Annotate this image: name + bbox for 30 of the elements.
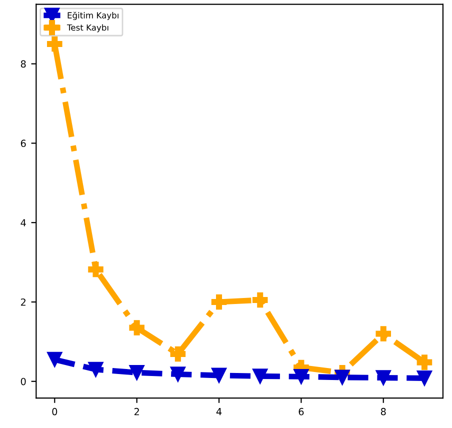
y-tick-label: 4 (20, 219, 26, 226)
point (416, 370, 432, 386)
point (211, 368, 227, 384)
point (211, 294, 227, 310)
point (334, 370, 350, 386)
point (129, 320, 144, 336)
point (376, 370, 392, 386)
x-tick-label: 2 (134, 408, 139, 416)
y-tick-label: 6 (20, 140, 26, 148)
y-tick-label: 0 (20, 378, 26, 386)
point (376, 326, 392, 342)
point (294, 368, 309, 384)
x-tick-label: 0 (52, 408, 58, 416)
legend-label: Eğitim Kaybı (68, 12, 118, 20)
x-tick-label: 6 (298, 408, 304, 416)
legend-label: Test Kaybı (66, 24, 108, 32)
point (88, 362, 104, 378)
point (170, 366, 186, 382)
point (252, 292, 268, 308)
point (88, 262, 104, 278)
point (252, 368, 268, 384)
point (47, 36, 62, 52)
point (416, 354, 432, 370)
y-tick-label: 2 (20, 298, 26, 306)
point (47, 352, 62, 368)
y-tick-label: 8 (20, 60, 26, 68)
x-tick-label: 8 (380, 408, 386, 416)
point (129, 364, 144, 380)
x-tick-label: 4 (216, 408, 222, 416)
point (170, 346, 186, 362)
